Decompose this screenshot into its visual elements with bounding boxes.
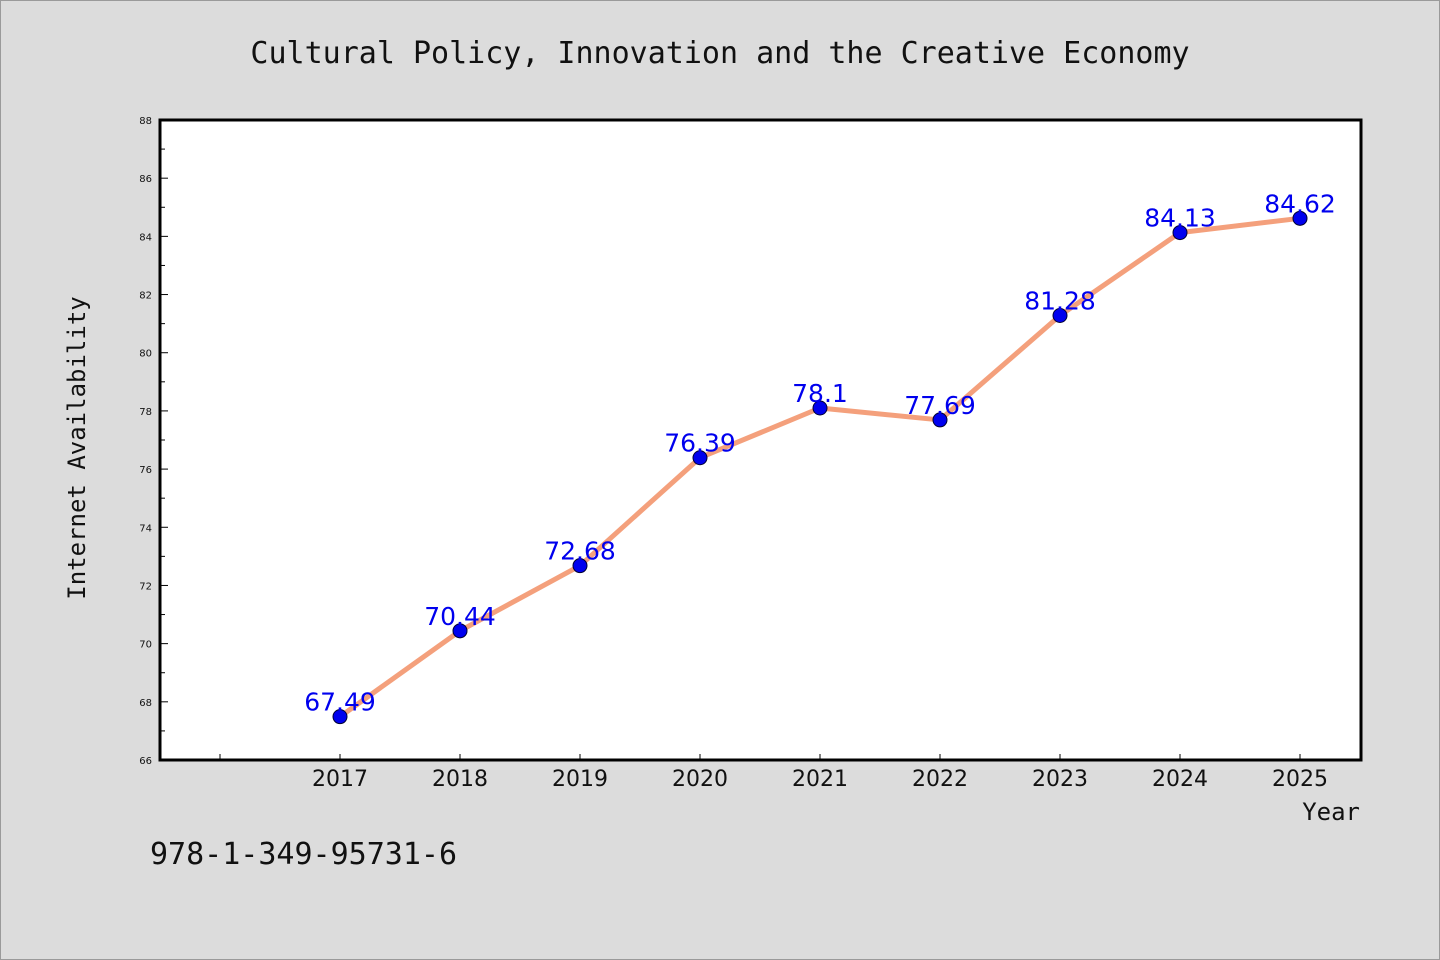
x-tick-label: 2023 [1032,767,1088,792]
chart-title: Cultural Policy, Innovation and the Crea… [250,36,1189,71]
data-point [332,709,348,725]
x-tick-label: 2022 [912,767,968,792]
x-tick-label: 2025 [1272,767,1328,792]
series-layer [332,210,1308,725]
data-point [452,623,468,639]
y-tick-label: 80 [139,349,152,360]
data-label-layer: 67.49 70.44 72.68 76.39 78.1 77.69 81.28 84.13 8… [304,189,1336,716]
data-label: 84.13 [1144,204,1216,233]
data-label: 81.28 [1024,286,1096,315]
data-point [932,412,948,428]
x-tick-label: 2017 [312,767,368,792]
y-tick-label: 70 [139,640,152,651]
x-axis: 2017 2018 2019 2020 2021 2022 2023 2024 2025 [219,754,1328,792]
plot-area [158,118,1363,762]
data-point [1292,210,1308,226]
y-tick-label: 78 [139,407,152,418]
data-point [692,450,708,466]
y-axis: 66 68 70 72 74 76 78 80 82 84 86 88 [139,116,168,767]
y-tick-label: 76 [139,465,152,476]
data-label: 76.39 [664,429,736,458]
x-axis-label: Year [1302,798,1360,826]
y-tick-label: 72 [139,581,152,592]
x-tick-label: 2024 [1152,767,1208,792]
data-point [812,400,828,416]
y-tick-label: 86 [139,174,152,185]
data-point [1052,307,1068,323]
isbn-text: 978-1-349-95731-6 [150,837,457,872]
y-tick-label: 68 [139,698,152,709]
y-axis-label: Internet Availability [63,296,91,599]
data-point [572,558,588,574]
y-tick-label: 74 [139,523,152,534]
y-tick-label: 66 [139,756,152,767]
data-label: 84.62 [1264,189,1336,218]
x-tick-label: 2018 [432,767,488,792]
data-label: 77.69 [904,391,976,420]
y-tick-label: 84 [139,232,152,243]
x-tick-label: 2021 [792,767,848,792]
x-tick-label: 2020 [672,767,728,792]
x-tick-label: 2019 [552,767,608,792]
y-tick-label: 88 [139,116,152,127]
data-label: 72.68 [544,537,616,566]
data-label: 70.44 [424,602,496,631]
y-tick-label: 82 [139,291,152,302]
data-label: 67.49 [304,688,376,717]
data-point [1172,225,1188,241]
data-label: 78.1 [792,379,848,408]
